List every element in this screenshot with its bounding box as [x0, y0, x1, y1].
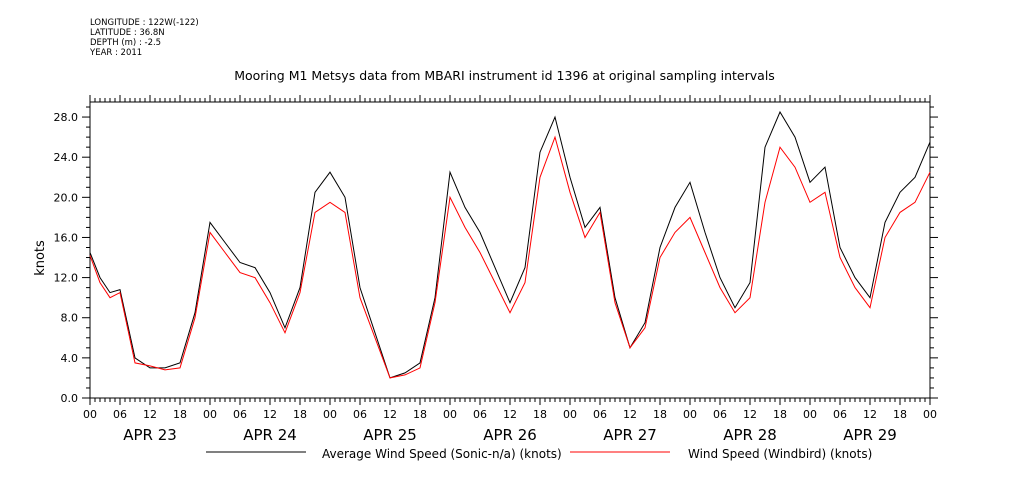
x-hour-label: 18 [173, 408, 187, 421]
x-hour-label: 00 [923, 408, 937, 421]
x-hour-label: 00 [323, 408, 337, 421]
x-hour-label: 18 [533, 408, 547, 421]
x-day-label: APR 27 [603, 426, 657, 444]
y-tick-label: 28.0 [54, 111, 79, 124]
x-day-label: APR 29 [843, 426, 897, 444]
x-hour-label: 12 [743, 408, 757, 421]
x-hour-label: 06 [233, 408, 247, 421]
x-hour-label: 00 [563, 408, 577, 421]
x-hour-label: 06 [113, 408, 127, 421]
x-hour-label: 00 [203, 408, 217, 421]
year-label: YEAR : 2011 [90, 48, 143, 58]
x-hour-label: 18 [413, 408, 427, 421]
x-hour-label: 18 [773, 408, 787, 421]
x-hour-label: 12 [503, 408, 517, 421]
x-hour-label: 00 [803, 408, 817, 421]
y-tick-label: 20.0 [54, 191, 79, 204]
x-day-label: APR 23 [123, 426, 177, 444]
x-day-label: APR 24 [243, 426, 297, 444]
x-hour-label: 12 [863, 408, 877, 421]
x-day-label: APR 25 [363, 426, 417, 444]
depth-label: DEPTH (m) : -2.5 [90, 38, 162, 48]
longitude-label: LONGITUDE : 122W(-122) [90, 18, 199, 28]
y-tick-label: 4.0 [61, 352, 79, 365]
x-hour-label: 00 [683, 408, 697, 421]
x-day-label: APR 26 [483, 426, 537, 444]
y-tick-label: 24.0 [54, 151, 79, 164]
x-hour-label: 12 [383, 408, 397, 421]
x-hour-label: 18 [653, 408, 667, 421]
plot-frame [89, 101, 931, 399]
legend-label-windbird: Wind Speed (Windbird) (knots) [688, 447, 872, 461]
x-hour-label: 18 [293, 408, 307, 421]
x-hour-label: 12 [263, 408, 277, 421]
x-hour-label: 06 [713, 408, 727, 421]
x-hour-label: 00 [443, 408, 457, 421]
axes-group: 0.0 4.0 8.0 12.0 16.0 20.0 24.0 28.0 00 06 12 18 00 0… [54, 95, 938, 444]
y-tick-label: 16.0 [54, 231, 79, 244]
y-tick-label: 8.0 [61, 312, 79, 325]
series-line-windbird [89, 135, 931, 379]
series-lines [89, 110, 931, 379]
x-hour-label: 00 [83, 408, 97, 421]
y-tick-label: 0.0 [61, 392, 79, 405]
metadata-block: LONGITUDE : 122W(-122) LATITUDE : 36.8N … [90, 18, 199, 58]
x-hour-label: 18 [893, 408, 907, 421]
chart-title: Mooring M1 Metsys data from MBARI instru… [234, 68, 775, 83]
latitude-label: LATITUDE : 36.8N [90, 28, 165, 38]
x-hour-label: 12 [623, 408, 637, 421]
x-hour-label: 12 [143, 408, 157, 421]
x-hour-label: 06 [473, 408, 487, 421]
x-hour-label: 06 [353, 408, 367, 421]
legend-label-sonic: Average Wind Speed (Sonic-n/a) (knots) [322, 447, 562, 461]
x-day-label: APR 28 [723, 426, 777, 444]
y-axis-label: knots [33, 240, 48, 276]
x-hour-label: 06 [833, 408, 847, 421]
x-hour-label: 06 [593, 408, 607, 421]
y-tick-label: 12.0 [54, 272, 79, 285]
series-line-sonic [89, 110, 931, 379]
